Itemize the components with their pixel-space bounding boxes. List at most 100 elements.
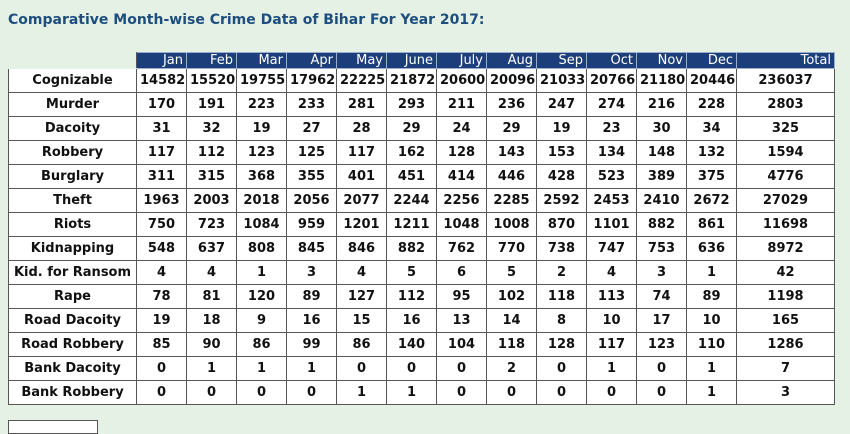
crime-data-table: Jan Feb Mar Apr May June July Aug Sep Oct Nov Dec To… — [8, 52, 835, 405]
data-cell: 311 — [136, 164, 187, 189]
data-cell: 117 — [136, 140, 187, 165]
total-cell: 1286 — [736, 332, 835, 357]
footer-button[interactable] — [8, 420, 98, 434]
row-label: Road Robbery — [8, 332, 137, 357]
data-cell: 0 — [386, 356, 437, 381]
data-cell: 0 — [536, 380, 587, 405]
data-cell: 127 — [336, 284, 387, 309]
data-cell: 9 — [236, 308, 287, 333]
table-row: Robbery 117 112 123 125 117 162 128 143 153 134 148… — [8, 140, 835, 165]
data-cell: 770 — [486, 236, 537, 261]
data-cell: 29 — [486, 116, 537, 141]
data-cell: 747 — [586, 236, 637, 261]
data-cell: 738 — [536, 236, 587, 261]
data-cell: 2003 — [186, 188, 237, 213]
column-header-june: June — [386, 52, 437, 69]
table-row: Riots 750 723 1084 959 1201 1211 1048 1008 870 110… — [8, 212, 835, 237]
column-header-july: July — [436, 52, 487, 69]
column-header-total: Total — [736, 52, 835, 69]
data-cell: 846 — [336, 236, 387, 261]
data-cell: 20096 — [486, 68, 537, 93]
data-cell: 132 — [686, 140, 737, 165]
data-cell: 389 — [636, 164, 687, 189]
column-header-aug: Aug — [486, 52, 537, 69]
data-cell: 89 — [686, 284, 737, 309]
data-cell: 3 — [286, 260, 337, 285]
data-cell: 4 — [336, 260, 387, 285]
total-cell: 1594 — [736, 140, 835, 165]
data-cell: 1101 — [586, 212, 637, 237]
data-cell: 523 — [586, 164, 637, 189]
data-cell: 14582 — [136, 68, 187, 93]
table-row: Dacoity 31 32 19 27 28 29 24 29 19 23 30 34 325 — [8, 116, 835, 141]
table-row: Road Robbery 85 90 86 99 86 140 104 118 128 117 123… — [8, 332, 835, 357]
row-label: Bank Robbery — [8, 380, 137, 405]
data-cell: 750 — [136, 212, 187, 237]
data-cell: 113 — [586, 284, 637, 309]
data-cell: 16 — [286, 308, 337, 333]
data-cell: 2672 — [686, 188, 737, 213]
column-header-jan: Jan — [136, 52, 187, 69]
data-cell: 293 — [386, 92, 437, 117]
data-cell: 86 — [336, 332, 387, 357]
data-cell: 355 — [286, 164, 337, 189]
data-cell: 89 — [286, 284, 337, 309]
data-cell: 637 — [186, 236, 237, 261]
data-cell: 281 — [336, 92, 387, 117]
data-cell: 162 — [386, 140, 437, 165]
table-body: Cognizable 14582 15520 19755 17962 22225 21872… — [8, 68, 835, 405]
data-cell: 0 — [236, 380, 287, 405]
data-cell: 13 — [436, 308, 487, 333]
row-label: Kid. for Ransom — [8, 260, 137, 285]
row-label: Murder — [8, 92, 137, 117]
data-cell: 8 — [536, 308, 587, 333]
data-cell: 0 — [186, 380, 237, 405]
row-label: Cognizable — [8, 68, 137, 93]
total-cell: 236037 — [736, 68, 835, 93]
data-cell: 153 — [536, 140, 587, 165]
total-cell: 7 — [736, 356, 835, 381]
data-cell: 28 — [336, 116, 387, 141]
data-cell: 0 — [436, 356, 487, 381]
data-cell: 1963 — [136, 188, 187, 213]
total-cell: 165 — [736, 308, 835, 333]
data-cell: 1 — [186, 356, 237, 381]
data-cell: 6 — [436, 260, 487, 285]
data-cell: 118 — [536, 284, 587, 309]
data-cell: 216 — [636, 92, 687, 117]
data-cell: 32 — [186, 116, 237, 141]
data-cell: 1 — [686, 356, 737, 381]
data-cell: 19 — [536, 116, 587, 141]
data-cell: 2592 — [536, 188, 587, 213]
data-cell: 10 — [586, 308, 637, 333]
data-cell: 128 — [436, 140, 487, 165]
data-cell: 414 — [436, 164, 487, 189]
data-cell: 123 — [636, 332, 687, 357]
data-cell: 14 — [486, 308, 537, 333]
total-cell: 27029 — [736, 188, 835, 213]
total-cell: 11698 — [736, 212, 835, 237]
column-header-mar: Mar — [236, 52, 287, 69]
row-label: Theft — [8, 188, 137, 213]
total-cell: 4776 — [736, 164, 835, 189]
data-cell: 1 — [286, 356, 337, 381]
data-cell: 2077 — [336, 188, 387, 213]
data-cell: 22225 — [336, 68, 387, 93]
data-cell: 228 — [686, 92, 737, 117]
data-cell: 19 — [236, 116, 287, 141]
data-cell: 148 — [636, 140, 687, 165]
row-label: Burglary — [8, 164, 137, 189]
data-cell: 1 — [686, 380, 737, 405]
data-cell: 29 — [386, 116, 437, 141]
table-row: Kid. for Ransom 4 4 1 3 4 5 6 5 2 4 3 1 42 — [8, 260, 835, 285]
total-cell: 3 — [736, 380, 835, 405]
data-cell: 368 — [236, 164, 287, 189]
data-cell: 20766 — [586, 68, 637, 93]
total-cell: 1198 — [736, 284, 835, 309]
total-cell: 8972 — [736, 236, 835, 261]
data-cell: 74 — [636, 284, 687, 309]
data-cell: 446 — [486, 164, 537, 189]
data-cell: 99 — [286, 332, 337, 357]
total-cell: 2803 — [736, 92, 835, 117]
data-cell: 959 — [286, 212, 337, 237]
